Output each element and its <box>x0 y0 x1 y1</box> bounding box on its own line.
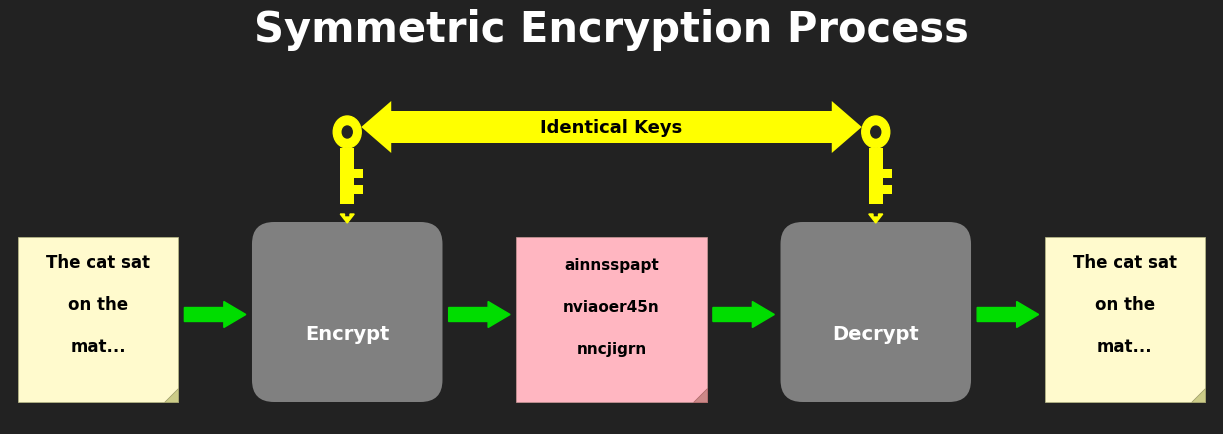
FancyBboxPatch shape <box>18 237 179 402</box>
Ellipse shape <box>342 127 352 139</box>
Polygon shape <box>692 388 707 402</box>
Text: The cat sat: The cat sat <box>1073 253 1177 271</box>
FancyArrow shape <box>449 302 510 328</box>
Text: mat...: mat... <box>71 337 126 355</box>
Text: nncjigrn: nncjigrn <box>576 342 647 357</box>
Text: nviaoer45n: nviaoer45n <box>563 300 660 315</box>
FancyBboxPatch shape <box>516 237 707 402</box>
FancyBboxPatch shape <box>780 223 971 402</box>
FancyBboxPatch shape <box>252 223 443 402</box>
Polygon shape <box>868 149 883 204</box>
Ellipse shape <box>862 117 890 149</box>
FancyArrow shape <box>868 214 883 224</box>
Text: The cat sat: The cat sat <box>46 253 150 271</box>
Text: Symmetric Encryption Process: Symmetric Encryption Process <box>254 9 969 51</box>
FancyArrow shape <box>185 302 246 328</box>
Polygon shape <box>361 102 391 154</box>
FancyArrow shape <box>340 214 355 224</box>
FancyArrow shape <box>977 302 1038 328</box>
FancyArrow shape <box>713 302 774 328</box>
Text: Encrypt: Encrypt <box>305 324 389 343</box>
Text: mat...: mat... <box>1097 337 1152 355</box>
Text: on the: on the <box>68 295 128 313</box>
Text: on the: on the <box>1095 295 1155 313</box>
Text: ainnsspapt: ainnsspapt <box>564 258 659 273</box>
Polygon shape <box>355 186 363 194</box>
Polygon shape <box>883 186 892 194</box>
Polygon shape <box>883 170 892 178</box>
Text: Decrypt: Decrypt <box>833 324 920 343</box>
Polygon shape <box>1190 388 1205 402</box>
Ellipse shape <box>333 117 361 149</box>
Polygon shape <box>832 102 862 154</box>
Polygon shape <box>164 388 179 402</box>
Polygon shape <box>340 149 355 204</box>
Polygon shape <box>355 170 363 178</box>
Ellipse shape <box>871 127 881 139</box>
Polygon shape <box>391 112 832 144</box>
FancyBboxPatch shape <box>1044 237 1205 402</box>
Text: Identical Keys: Identical Keys <box>541 119 682 137</box>
